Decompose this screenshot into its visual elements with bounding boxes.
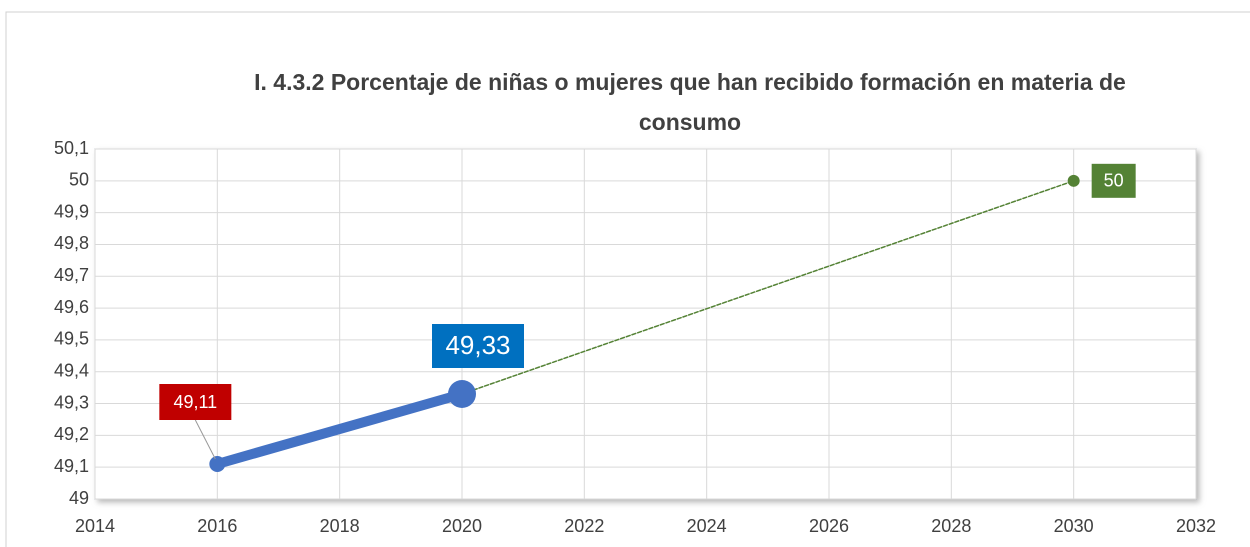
x-tick-label: 2030 xyxy=(1054,516,1094,536)
y-tick-label: 49 xyxy=(69,488,89,508)
y-tick-label: 49,3 xyxy=(54,392,89,412)
y-tick-label: 49,8 xyxy=(54,233,89,253)
data-label: 49,11 xyxy=(173,392,217,412)
y-tick-label: 50 xyxy=(69,170,89,190)
series-line xyxy=(461,180,1075,395)
chart-border xyxy=(5,11,1250,547)
x-tick-label: 2016 xyxy=(197,516,237,536)
y-tick-label: 49,6 xyxy=(54,297,89,317)
y-tick-label: 49,4 xyxy=(54,360,89,380)
data-point xyxy=(209,456,226,472)
x-tick-label: 2026 xyxy=(809,516,849,536)
y-tick-label: 49,9 xyxy=(54,201,89,221)
data-label-box xyxy=(159,384,232,420)
x-tick-label: 2024 xyxy=(687,516,727,536)
data-label: 50 xyxy=(1104,171,1124,191)
series-line xyxy=(212,389,467,469)
x-tick-label: 2014 xyxy=(75,516,115,536)
x-tick-label: 2020 xyxy=(442,516,482,536)
data-label: 49,33 xyxy=(445,330,510,360)
data-point xyxy=(1067,174,1080,187)
plot-area xyxy=(94,148,1197,500)
y-tick-label: 49,2 xyxy=(54,424,89,444)
data-label-box xyxy=(1091,163,1136,198)
data-point xyxy=(448,380,476,408)
chart-title: I. 4.3.2 Porcentaje de niñas o mujeres q… xyxy=(254,69,1126,135)
x-tick-label: 2032 xyxy=(1176,516,1216,536)
y-tick-label: 49,7 xyxy=(54,265,89,285)
y-tick-label: 49,5 xyxy=(54,329,89,349)
y-tick-label: 49,1 xyxy=(54,456,89,476)
x-tick-label: 2022 xyxy=(564,516,604,536)
x-tick-label: 2018 xyxy=(320,516,360,536)
data-label-box xyxy=(432,324,524,368)
leader-line xyxy=(194,419,216,460)
y-tick-label: 50,1 xyxy=(54,138,89,158)
x-tick-label: 2028 xyxy=(931,516,971,536)
